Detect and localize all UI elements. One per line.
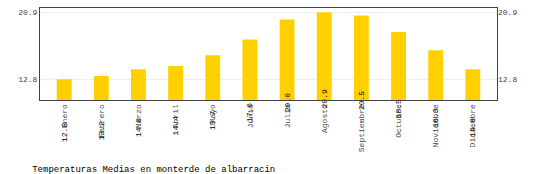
svg-text:17.6: 17.6 xyxy=(245,103,254,122)
svg-text:Marzo: Marzo xyxy=(134,104,143,128)
svg-text:Febrero: Febrero xyxy=(97,104,106,138)
svg-text:Enero: Enero xyxy=(60,104,69,128)
svg-text:18.5: 18.5 xyxy=(394,99,403,118)
svg-text:14.0: 14.0 xyxy=(468,118,477,137)
svg-text:Diciembre: Diciembre xyxy=(468,104,477,147)
svg-text:Julio: Julio xyxy=(283,104,292,128)
svg-text:20.9: 20.9 xyxy=(498,8,517,17)
svg-text:Octubre: Octubre xyxy=(394,104,403,138)
svg-text:14.0: 14.0 xyxy=(134,118,143,137)
svg-text:12.8: 12.8 xyxy=(60,123,69,142)
svg-text:20.9: 20.9 xyxy=(18,8,37,17)
svg-text:Mayo: Mayo xyxy=(208,104,217,123)
svg-text:Abril: Abril xyxy=(171,104,180,128)
svg-text:20.5: 20.5 xyxy=(357,91,366,110)
svg-text:Noviembre: Noviembre xyxy=(431,104,440,147)
svg-text:15.7: 15.7 xyxy=(208,111,217,130)
svg-text:Septiembre: Septiembre xyxy=(357,104,366,152)
svg-text:Temperaturas Medias en monterd: Temperaturas Medias en monterde de albar… xyxy=(32,165,275,174)
svg-text:Agosto: Agosto xyxy=(320,104,329,133)
svg-text:13.2: 13.2 xyxy=(97,121,106,140)
svg-text:20.9: 20.9 xyxy=(320,89,329,108)
svg-text:Junio: Junio xyxy=(246,104,255,128)
svg-text:12.8: 12.8 xyxy=(498,75,517,84)
svg-text:16.3: 16.3 xyxy=(431,108,440,127)
svg-text:12.8: 12.8 xyxy=(18,75,37,84)
svg-text:20.0: 20.0 xyxy=(283,93,292,112)
svg-text:14.4: 14.4 xyxy=(171,116,180,135)
